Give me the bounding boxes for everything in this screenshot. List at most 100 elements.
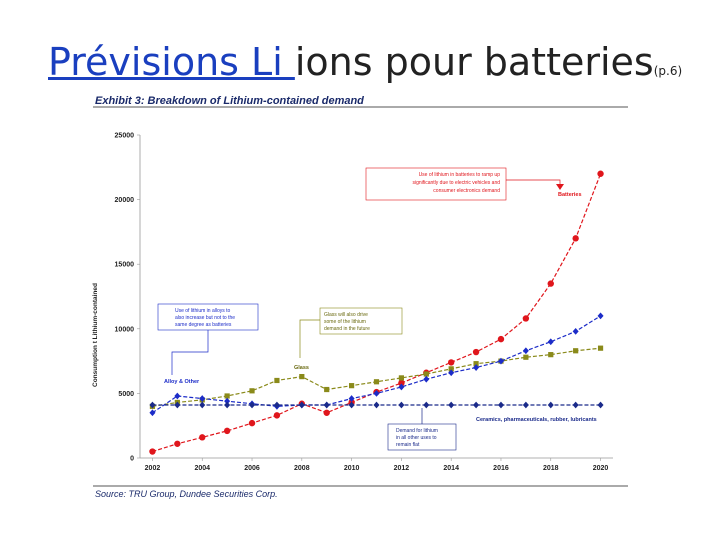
data-point-batteries [199,434,206,441]
x-tick-label: 2008 [294,465,310,472]
x-tick-label: 2014 [443,465,459,472]
data-point-glass [373,379,380,385]
data-point-batteries [597,170,604,177]
data-point-glass [548,352,554,358]
x-tick-label: 2004 [194,465,210,472]
data-point-ceramics-pharmaceuticals-rubber-lubricants [149,401,156,409]
data-point-alloy-other [423,375,430,383]
data-point-glass [423,371,429,377]
data-point-ceramics-pharmaceuticals-rubber-lubricants [249,401,256,409]
data-point-glass [398,375,404,381]
slide-title-text: ions pour batteries [294,40,654,84]
batteries-label: Batteries [558,192,582,198]
data-point-ceramics-pharmaceuticals-rubber-lubricants [298,401,305,409]
data-point-glass [349,383,355,389]
slide-title-page-ref: (p.6) [653,64,683,78]
alloy-annotation: Use of lithium in alloys to also increas… [157,303,259,385]
data-point-alloy-other [448,369,455,377]
data-point-alloy-other [224,397,231,405]
other-note-line-1: Demand for lithium [396,428,438,434]
data-point-batteries [497,335,505,343]
data-point-batteries [572,235,579,242]
data-point-ceramics-pharmaceuticals-rubber-lubricants [174,401,181,409]
x-tick-label: 2010 [344,465,360,472]
data-point-glass [299,374,305,380]
series-line-glass [152,347,601,407]
x-tick-label: 2018 [543,465,559,472]
data-point-alloy-other [572,327,579,335]
x-ticks: 2002 2004 2006 2008 2010 2012 2014 2016 2018 2020 [145,458,609,472]
y-tick-label: 15000 [115,262,135,269]
data-point-ceramics-pharmaceuticals-rubber-lubricants [373,401,380,409]
data-point-ceramics-pharmaceuticals-rubber-lubricants [423,401,430,409]
data-point-batteries [174,440,181,447]
slide-title-link[interactable]: Prévisions Li [48,40,295,84]
alloy-label: Alloy & Other [164,379,200,385]
data-point-ceramics-pharmaceuticals-rubber-lubricants [497,401,504,409]
glass-note-line-1: Glass will also drive [324,312,368,318]
data-point-ceramics-pharmaceuticals-rubber-lubricants [522,401,529,409]
data-point-batteries [522,315,530,322]
data-point-alloy-other [497,357,504,365]
data-point-glass [249,388,255,394]
data-point-glass [324,386,330,393]
glass-note-line-3: demand in the future [324,326,370,332]
data-point-alloy-other [149,409,156,417]
data-point-batteries [273,412,281,419]
glass-note-line-2: some of the lithium [324,319,366,325]
data-point-ceramics-pharmaceuticals-rubber-lubricants [273,401,280,409]
batteries-annotation: Use of lithium in batteries to ramp up s… [365,167,582,201]
x-tick-label: 2020 [593,465,609,472]
data-point-batteries [398,379,405,387]
data-point-batteries [323,409,330,416]
data-point-batteries [547,280,554,287]
data-point-alloy-other [398,383,405,391]
data-point-ceramics-pharmaceuticals-rubber-lubricants [323,401,330,409]
y-axis-label: Consumption t Lithium-contained [92,283,99,387]
data-point-ceramics-pharmaceuticals-rubber-lubricants [473,401,480,409]
x-tick-label: 2002 [145,465,161,472]
data-point-alloy-other [174,392,181,400]
chart-title: Exhibit 3: Breakdown of Lithium-containe… [95,95,364,107]
batteries-note-line-2: significantly due to electric vehicles a… [412,180,500,186]
x-tick-label: 2016 [493,465,509,472]
alloy-note-line-3: same degree as batteries [175,322,232,328]
batteries-note-line-3: consumer electronics demand [433,188,500,194]
data-point-ceramics-pharmaceuticals-rubber-lubricants [199,401,206,409]
x-tick-label: 2012 [394,465,410,472]
data-point-ceramics-pharmaceuticals-rubber-lubricants [348,401,355,409]
x-tick-label: 2006 [244,465,260,472]
y-tick-label: 5000 [118,391,134,398]
data-point-alloy-other [348,395,355,402]
y-tick-label: 20000 [115,197,135,204]
data-point-batteries [472,348,480,356]
data-point-ceramics-pharmaceuticals-rubber-lubricants [448,401,455,409]
y-tick-label: 25000 [115,133,135,140]
other-annotation: Ceramics, pharmaceuticals, rubber, lubri… [387,408,597,451]
data-point-ceramics-pharmaceuticals-rubber-lubricants [224,401,231,409]
data-point-alloy-other [547,338,554,346]
batteries-note-line-1: Use of lithium in batteries to ramp up [419,172,501,178]
y-ticks: 0 5000 10000 15000 20000 25000 [115,133,140,463]
series-layer [149,170,604,455]
chart-source: Source: TRU Group, Dundee Securities Cor… [95,489,278,499]
data-point-glass [573,348,579,354]
data-point-glass [473,361,479,367]
data-point-batteries [248,419,256,427]
data-point-glass [224,393,230,399]
data-point-glass [523,354,529,360]
glass-annotation: Glass will also drive some of the lithiu… [294,307,403,371]
data-point-alloy-other [597,312,604,320]
other-note-line-3: remain flat [396,442,420,448]
slide-title: Prévisions Li ions pour batteries(p.6) [48,40,682,84]
data-point-alloy-other [199,395,206,402]
ceramics-label: Ceramics, pharmaceuticals, rubber, lubri… [476,417,597,423]
data-point-glass [448,366,454,372]
series-glass [149,345,604,409]
other-note-line-2: in all other uses to [396,435,437,441]
data-point-batteries [149,448,156,455]
data-point-ceramics-pharmaceuticals-rubber-lubricants [597,401,604,409]
alloy-note-line-2: also increase but not to the [175,315,235,321]
data-point-ceramics-pharmaceuticals-rubber-lubricants [572,401,579,409]
data-point-ceramics-pharmaceuticals-rubber-lubricants [547,401,554,409]
